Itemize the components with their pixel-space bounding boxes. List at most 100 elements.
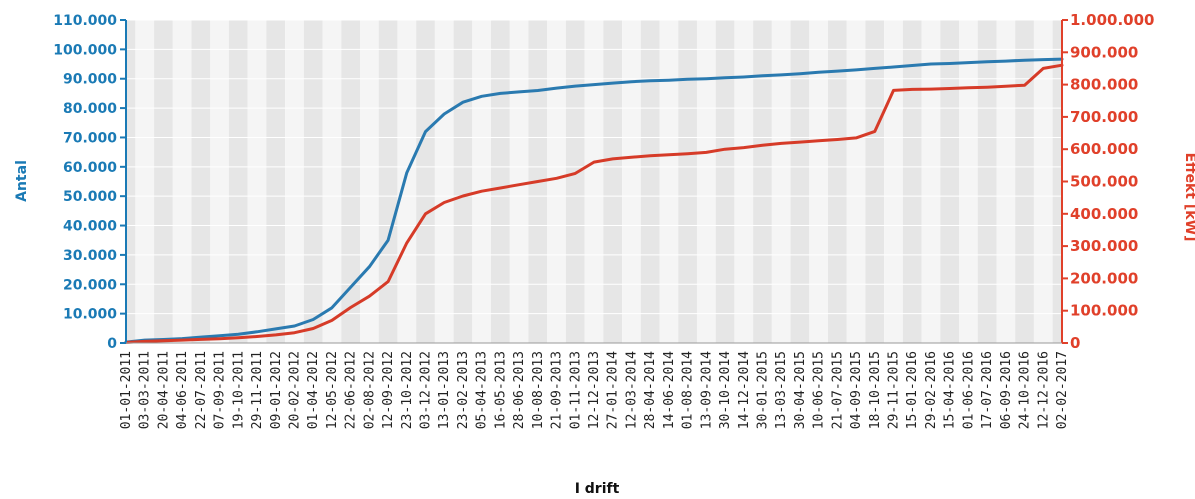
right-tick-label: 900.000 xyxy=(1070,43,1138,61)
plot-band xyxy=(378,20,398,343)
left-tick-label: 0 xyxy=(107,336,117,352)
x-tick-label: 30-10-2014 xyxy=(718,351,733,429)
x-tick-label: 14-12-2014 xyxy=(737,351,752,429)
x-tick-label: 21-09-2013 xyxy=(550,351,565,429)
x-tick-label: 27-01-2014 xyxy=(606,351,621,429)
left-tick-label: 20.000 xyxy=(63,277,117,293)
plot-band xyxy=(1015,20,1034,343)
plot-band xyxy=(135,20,155,343)
x-tick-label: 02-08-2012 xyxy=(362,351,377,429)
plot-band xyxy=(715,20,735,343)
x-tick-label: 24-10-2016 xyxy=(1018,351,1033,429)
plot-band xyxy=(434,20,454,343)
plot-band xyxy=(603,20,623,343)
right-tick-label: 700.000 xyxy=(1070,108,1138,126)
left-tick-label: 110.000 xyxy=(53,13,117,29)
plot-band xyxy=(210,20,229,343)
x-tick-label: 30-04-2015 xyxy=(793,351,808,429)
x-tick-label: 01-01-2011 xyxy=(119,351,134,429)
plot-band xyxy=(341,20,360,343)
right-tick-label: 100.000 xyxy=(1070,302,1138,320)
x-tick-label: 20-02-2012 xyxy=(288,351,303,429)
plot-band xyxy=(959,20,978,343)
x-tick-label: 04-06-2011 xyxy=(175,351,190,429)
x-tick-label: 10-06-2015 xyxy=(812,351,827,429)
right-tick-label: 1.000.000 xyxy=(1070,11,1154,29)
left-axis-ticks: 0 10.000 20.000 30.000 40.000 50.000 60.000 70.… xyxy=(53,13,126,352)
plot-band xyxy=(509,20,529,343)
x-tick-label: 13-09-2014 xyxy=(699,351,714,429)
plot-band xyxy=(547,20,566,343)
x-tick-label: 03-03-2011 xyxy=(138,351,153,429)
plot-band xyxy=(921,20,941,343)
x-tick-label: 15-04-2016 xyxy=(943,351,958,429)
plot-band xyxy=(322,20,342,343)
x-tick-label: 12-12-2016 xyxy=(1036,351,1051,429)
x-tick-label: 13-03-2015 xyxy=(774,351,789,429)
plot-band xyxy=(734,20,754,343)
left-tick-label: 80.000 xyxy=(63,101,117,117)
series-line-left xyxy=(124,57,1064,344)
plot-band xyxy=(622,20,641,343)
left-tick-label: 30.000 xyxy=(63,248,117,264)
x-tick-label: 22-06-2012 xyxy=(344,351,359,429)
x-tick-label: 06-09-2016 xyxy=(999,351,1014,429)
plot-band xyxy=(472,20,492,343)
plot-band xyxy=(154,20,173,343)
plot-band xyxy=(678,20,697,343)
plot-band xyxy=(172,20,192,343)
x-tick-label: 12-05-2012 xyxy=(325,351,340,429)
x-tick-label: 03-12-2012 xyxy=(419,351,434,429)
right-tick-label: 600.000 xyxy=(1070,140,1138,158)
plot-band xyxy=(790,20,810,343)
right-axis-title: Effekt [kW] xyxy=(1182,153,1195,242)
left-axis-title: Antal xyxy=(14,160,30,202)
plot-band xyxy=(828,20,847,343)
x-tick-label: 10-08-2013 xyxy=(531,351,546,429)
plot-band xyxy=(996,20,1016,343)
x-tick-label: 05-04-2013 xyxy=(475,351,490,429)
plot-band xyxy=(397,20,417,343)
x-tick-label: 29-11-2011 xyxy=(250,351,265,429)
left-tick-label: 100.000 xyxy=(53,42,117,58)
plot-band xyxy=(977,20,997,343)
left-tick-label: 10.000 xyxy=(63,307,117,323)
plot-band xyxy=(640,20,660,343)
plot-band xyxy=(191,20,211,343)
x-tick-label: 04-09-2015 xyxy=(849,351,864,429)
x-tick-label: 28-04-2014 xyxy=(643,351,658,429)
x-tick-label: 17-07-2016 xyxy=(980,351,995,429)
x-tick-label: 14-06-2014 xyxy=(662,351,677,429)
x-tick-label: 12-03-2014 xyxy=(624,351,639,429)
x-tick-label: 23-02-2013 xyxy=(456,351,471,429)
plot-band xyxy=(696,20,716,343)
plot-band xyxy=(902,20,922,343)
x-tick-label: 21-07-2015 xyxy=(830,351,845,429)
x-tick-label: 29-11-2015 xyxy=(887,351,902,429)
x-tick-label: 13-01-2013 xyxy=(437,351,452,429)
left-tick-label: 60.000 xyxy=(63,160,117,176)
x-tick-label: 15-01-2016 xyxy=(905,351,920,429)
x-tick-label: 01-04-2012 xyxy=(306,351,321,429)
x-tick-label: 23-10-2012 xyxy=(400,351,415,429)
plot-band xyxy=(416,20,435,343)
x-tick-label: 22-07-2011 xyxy=(194,351,209,429)
right-tick-label: 0 xyxy=(1070,334,1080,352)
x-tick-label: 19-10-2011 xyxy=(231,351,246,429)
plot-band xyxy=(771,20,791,343)
x-tick-label: 09-01-2012 xyxy=(269,351,284,429)
right-axis-ticks: 0 100.000 200.000 300.000 400.000 500.000 600.… xyxy=(1062,11,1154,352)
x-tick-label: 02-02-2017 xyxy=(1055,351,1070,429)
x-tick-label: 20-04-2011 xyxy=(156,351,171,429)
plot-band xyxy=(659,20,679,343)
x-tick-label: 01-08-2014 xyxy=(681,351,696,429)
plot-band xyxy=(809,20,828,343)
plot-background-bands xyxy=(126,20,1062,343)
plot-band xyxy=(266,20,286,343)
left-tick-label: 70.000 xyxy=(63,130,117,146)
x-tick-label: 01-06-2016 xyxy=(961,351,976,429)
x-tick-label: 01-11-2013 xyxy=(568,351,583,429)
plot-band xyxy=(1033,20,1053,343)
left-tick-label: 40.000 xyxy=(63,219,117,235)
right-tick-label: 400.000 xyxy=(1070,205,1138,223)
